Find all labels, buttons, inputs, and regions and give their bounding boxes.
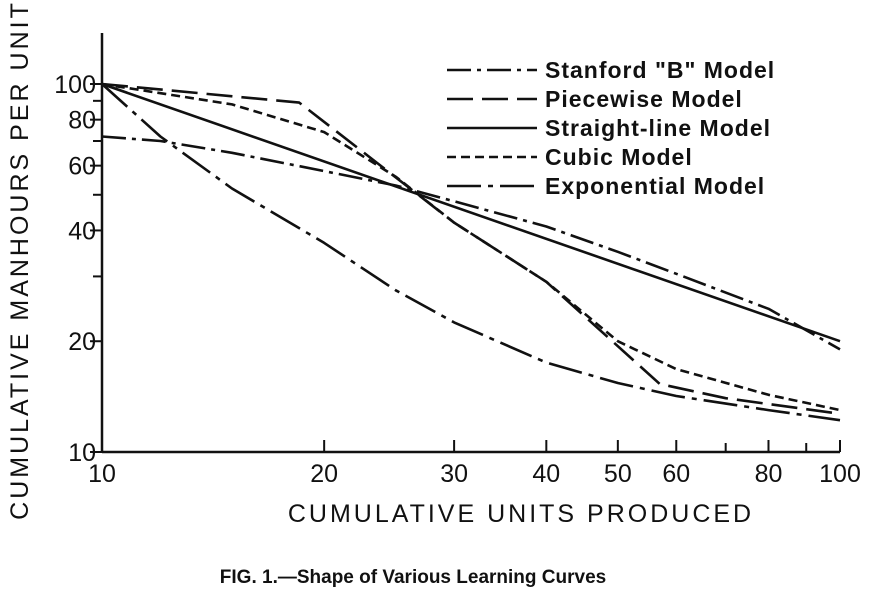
- legend-label-5: Exponential Model: [545, 173, 765, 199]
- x-tick-label: 80: [755, 460, 783, 488]
- x-axis-ticks: 10 20 30 40 50 60 80 100: [88, 440, 861, 488]
- x-tick-label: 100: [819, 460, 861, 488]
- y-axis-title: CUMULATIVE MANHOURS PER UNIT: [6, 0, 34, 520]
- series-line-4: [101, 82, 841, 412]
- y-tick-label: 100: [54, 71, 96, 99]
- x-tick-label: 60: [662, 460, 690, 488]
- x-tick-label: 10: [88, 460, 116, 488]
- x-axis-title: CUMULATIVE UNITS PRODUCED: [288, 500, 754, 528]
- legend-label-4: Cubic Model: [545, 144, 693, 170]
- series-line-5: [101, 83, 841, 422]
- legend: Stanford "B" Model Piecewise Model Straigh…: [447, 57, 775, 199]
- y-tick-label: 80: [68, 107, 96, 135]
- series-line-1: [101, 135, 841, 351]
- y-tick-label: 60: [68, 153, 96, 181]
- x-tick-label: 20: [310, 460, 338, 488]
- series-layer: [101, 82, 841, 422]
- y-axis-ticks: 10 20 40 60 80 100: [54, 71, 102, 467]
- figure-caption: FIG. 1.—Shape of Various Learning Curves: [220, 567, 606, 588]
- y-tick-label: 40: [68, 217, 96, 245]
- x-tick-label: 40: [532, 460, 560, 488]
- legend-label-1: Stanford "B" Model: [545, 57, 775, 83]
- x-tick-label: 50: [604, 460, 632, 488]
- x-tick-label: 30: [440, 460, 468, 488]
- legend-label-2: Piecewise Model: [545, 86, 743, 112]
- legend-label-3: Straight-line Model: [545, 115, 771, 141]
- y-tick-label: 20: [68, 328, 96, 356]
- plot-area: 10 20 30 40 50 60 80 100 10 20 40 60 80 100: [54, 33, 861, 488]
- series-line-3: [101, 82, 841, 343]
- y-tick-label: 10: [68, 439, 96, 467]
